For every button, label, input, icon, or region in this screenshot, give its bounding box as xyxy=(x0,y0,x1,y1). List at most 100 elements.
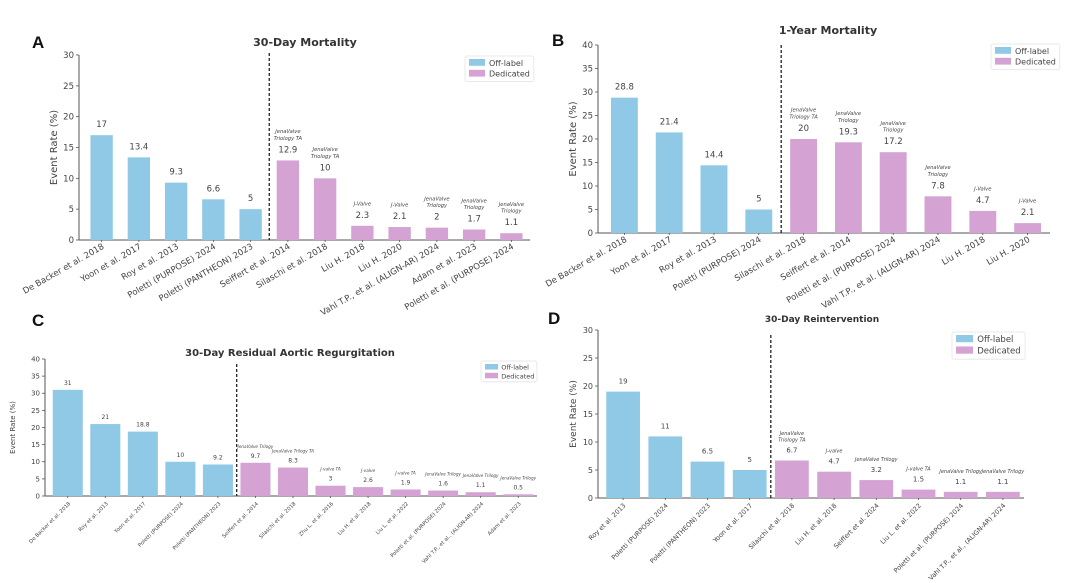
panel-letter: A xyxy=(32,33,44,52)
device-annotation-line: J-Valve xyxy=(973,186,991,192)
device-annotation-line: JenaValve Trilogy xyxy=(499,475,536,480)
bar-value-label: 21 xyxy=(101,414,109,421)
y-tick-label: 15 xyxy=(583,410,593,419)
y-tick-label: 25 xyxy=(31,407,40,415)
y-tick-label: 40 xyxy=(582,41,593,51)
x-tick-label: Vahl T.P., et al., (ALIGN-AR) 2024 xyxy=(927,502,1007,582)
y-tick-label: 30 xyxy=(583,326,593,335)
device-annotation: J-valve TA xyxy=(905,467,931,473)
y-axis-label: Event Rate (%) xyxy=(568,101,579,176)
device-annotation-line: Triology TA xyxy=(789,115,818,121)
device-annotation-line: JenaValve xyxy=(311,147,337,153)
bar-off-label xyxy=(700,165,728,233)
x-tick-label: Liu H. et al. 2018 xyxy=(337,501,373,537)
y-tick-label: 5 xyxy=(36,475,40,483)
bar-dedicated xyxy=(388,227,411,240)
device-annotation-line: JenaValve xyxy=(274,129,300,135)
bar-value-label: 2.6 xyxy=(363,477,373,484)
device-annotation-line: JenaValve Trilogy xyxy=(424,472,461,477)
bar-value-label: 1.5 xyxy=(913,476,924,484)
device-annotation: J-valve xyxy=(360,468,375,473)
x-tick-label: Silaschi et al. 2018 xyxy=(747,502,796,551)
bar-value-label: 10 xyxy=(320,163,331,173)
y-tick-label: 35 xyxy=(582,64,593,74)
x-tick-label: Liu L. et al. 2022 xyxy=(879,502,923,546)
bar-value-label: 6.5 xyxy=(702,448,713,456)
device-annotation-line: Triology xyxy=(427,203,448,209)
bar-value-label: 10 xyxy=(177,452,185,459)
device-annotation: JenaValve Trilogy xyxy=(424,472,461,477)
bar-dedicated xyxy=(353,487,384,496)
device-annotation-line: JenaValve xyxy=(880,121,906,127)
panel-d-30-day-reintervention: D 30-Day Reintervention Event Rate (%) 0 5 10… xyxy=(548,309,1026,582)
y-tick-label: 0 xyxy=(36,492,40,500)
chart-title: 30-Day Reintervention xyxy=(765,315,879,325)
device-annotation-line: J-valve TA xyxy=(905,467,931,473)
y-tick-label: 10 xyxy=(583,438,593,447)
bar-off-label xyxy=(606,391,640,498)
x-tick-label: Seiffert et al. 2024 xyxy=(832,502,881,551)
y-tick-label: 20 xyxy=(583,382,593,391)
device-annotation-line: JenaValve xyxy=(835,111,861,117)
device-annotation: JenaValve Triology xyxy=(498,202,524,215)
device-annotation-line: JenaValve Trilogy xyxy=(938,469,983,475)
chart-title: 30-Day Mortality xyxy=(253,36,357,49)
device-annotation: JenaValve Triology TA xyxy=(311,147,340,160)
panel-b-1-year-mortality: B 1-Year Mortality Event Rate (%) 0 5 10 15 20 2… xyxy=(544,24,1061,311)
legend-label: Off-label xyxy=(489,59,523,68)
bar-value-label: 12.9 xyxy=(278,145,297,155)
device-annotation-line: JenaValve xyxy=(790,108,816,114)
legend-swatch-off-label xyxy=(469,59,485,66)
device-annotation: JenaValve Triology TA xyxy=(274,129,303,142)
y-tick-label: 20 xyxy=(582,135,593,145)
bar-off-label xyxy=(655,132,683,233)
device-annotation: JenaValve Trilogy xyxy=(938,469,983,475)
y-tick-label: 25 xyxy=(63,82,74,92)
bar-dedicated xyxy=(425,227,449,240)
device-annotation: JenaValve Triology xyxy=(924,165,950,178)
bar-value-label: 31 xyxy=(64,380,72,387)
bar-off-label xyxy=(732,470,767,498)
y-tick-label: 5 xyxy=(69,205,74,215)
bar-dedicated xyxy=(313,178,337,240)
y-tick-label: 30 xyxy=(31,390,40,398)
bar-dedicated xyxy=(390,489,421,496)
device-annotation-line: Triology xyxy=(883,128,904,134)
legend-swatch-off-label xyxy=(995,47,1011,54)
device-annotation-line: J-Valve xyxy=(390,203,408,209)
legend-label: Dedicated xyxy=(1015,58,1056,67)
panel-letter: D xyxy=(548,309,560,328)
bar-off-label xyxy=(90,424,121,496)
legend-label: Off-label xyxy=(501,364,529,372)
panel-a-30-day-mortality: A 30-Day Mortality Event Rate (%) 0 5 10 15 20 2… xyxy=(21,33,535,318)
y-tick-label: 30 xyxy=(582,88,593,98)
device-annotation-line: Triology xyxy=(501,209,522,215)
device-annotation-line: J-Valve xyxy=(1018,199,1036,205)
bar-dedicated xyxy=(277,467,309,496)
y-tick-label: 20 xyxy=(63,113,74,123)
device-annotation-line: JenaValve xyxy=(498,202,524,208)
bar-dedicated xyxy=(790,139,818,233)
bar-off-label xyxy=(164,182,188,240)
bar-off-label xyxy=(90,135,113,240)
panel-c-residual-aortic-regurgitation: C 30-Day Residual Aortic Regurgitation Eve… xyxy=(9,311,538,565)
device-annotation-line: JenaValve Trilogy xyxy=(237,444,274,449)
device-annotation-line: Triology TA xyxy=(778,437,806,443)
device-annotation: J-valve TA xyxy=(394,470,416,475)
bar-value-label: 17 xyxy=(96,120,107,130)
y-tick-label: 15 xyxy=(63,143,74,153)
bar-off-label xyxy=(127,157,151,240)
device-annotation: J-Valve xyxy=(973,186,991,192)
device-annotation: J-valve xyxy=(825,449,843,455)
bar-value-label: 19.3 xyxy=(839,127,858,137)
bar-dedicated xyxy=(500,233,523,240)
device-annotation: JenaValve Trilogy xyxy=(981,469,1026,475)
y-tick-label: 0 xyxy=(588,229,593,239)
device-annotation-line: JenaValve xyxy=(423,196,449,202)
y-tick-label: 20 xyxy=(31,424,40,432)
x-tick-label: De Backer et al. 2018 xyxy=(544,235,629,290)
bar-value-label: 5 xyxy=(756,195,761,205)
bar-value-label: 1.1 xyxy=(955,478,966,486)
